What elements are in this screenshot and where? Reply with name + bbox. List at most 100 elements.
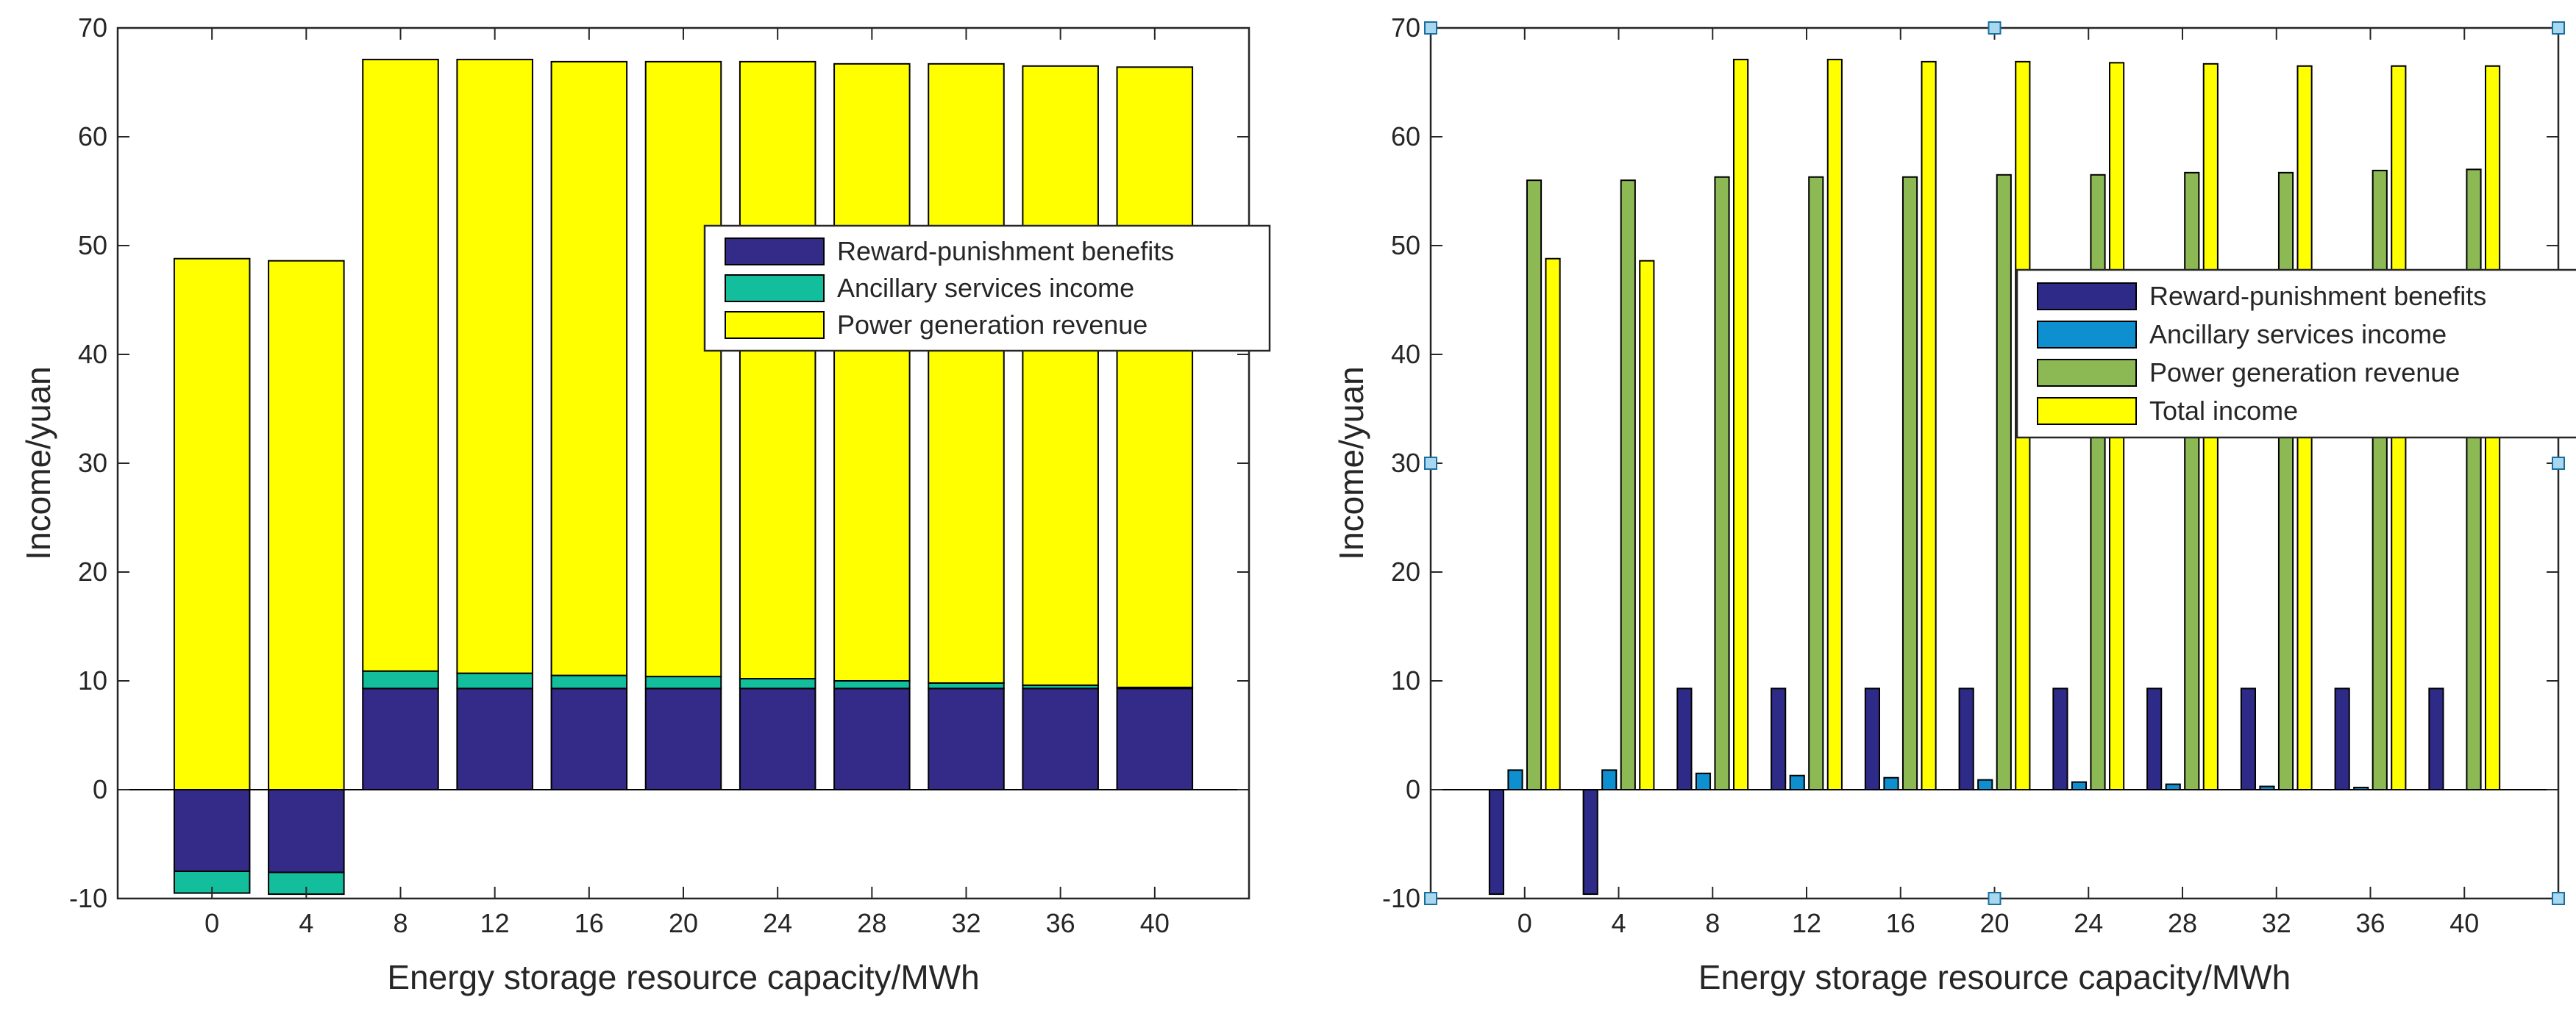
bar-power-generation-revenue-16 (550, 60, 628, 676)
bar-ancillary-services-income-4 (1601, 769, 1618, 790)
bar-ancillary-services-income-24 (739, 678, 816, 690)
bar-power-generation-revenue-4 (268, 260, 345, 791)
legend: Reward-punishment benefits Ancillary serv… (703, 224, 1271, 352)
bar-power-generation-revenue-20 (644, 60, 722, 678)
bars (173, 58, 1194, 896)
bar-reward-punishment-benefits-28 (2146, 687, 2163, 790)
bar-reward-punishment-benefits-36 (1022, 687, 1099, 790)
bar-reward-punishment-benefits-24 (2052, 687, 2068, 790)
x-axis-label: Energy storage resource capacity/MWh (387, 958, 979, 996)
bar-total-income-12 (1826, 58, 1843, 791)
x-tick-label: 40 (2449, 908, 2479, 938)
bar-power-generation-revenue-40 (1116, 66, 1194, 688)
bar-ancillary-services-income-20 (1977, 779, 1993, 791)
x-tick-label: 0 (204, 908, 219, 938)
bar-power-generation-revenue-24 (739, 60, 816, 680)
bar-total-income-0 (1545, 257, 1561, 790)
resize-handle[interactable] (1988, 21, 2002, 35)
bar-power-generation-revenue-24 (2090, 174, 2106, 791)
bar-power-generation-revenue-28 (2184, 171, 2200, 790)
bar-power-generation-revenue-8 (1714, 176, 1730, 790)
bar-ancillary-services-income-28 (2165, 783, 2181, 790)
bar-power-generation-revenue-28 (833, 62, 911, 682)
bar-reward-punishment-benefits-4 (1582, 789, 1598, 896)
resize-handle[interactable] (2552, 457, 2565, 470)
bar-power-generation-revenue-32 (2277, 171, 2294, 790)
resize-handle[interactable] (2552, 892, 2565, 905)
resize-handle[interactable] (1424, 457, 1437, 470)
bar-power-generation-revenue-16 (1901, 176, 1918, 790)
x-tick-label: 36 (2355, 908, 2385, 938)
legend-label: Ancillary services income (2149, 319, 2447, 349)
bar-power-generation-revenue-20 (1996, 174, 2012, 791)
bar-reward-punishment-benefits-36 (2334, 687, 2350, 790)
bar-reward-punishment-benefits-12 (1771, 687, 1787, 790)
y-tick-label: -10 (1382, 883, 1420, 913)
bar-reward-punishment-benefits-24 (739, 687, 816, 790)
resize-handle[interactable] (1988, 892, 2002, 905)
legend-label: Power generation revenue (2149, 357, 2460, 387)
legend-label: Ancillary services income (837, 273, 1134, 303)
x-axis: 0 4 8 12 16 20 24 28 32 36 40 (1518, 28, 2479, 938)
bar-reward-punishment-benefits-32 (928, 687, 1005, 790)
x-tick-label: 32 (951, 908, 981, 938)
legend-swatch (2037, 359, 2137, 387)
bar-reward-punishment-benefits-40 (1116, 687, 1194, 790)
x-tick-label: 40 (1140, 908, 1170, 938)
bar-ancillary-services-income-8 (362, 670, 439, 690)
y-axis: -10 0 10 20 30 40 50 60 70 (69, 12, 1249, 913)
bar-reward-punishment-benefits-20 (644, 687, 722, 790)
y-axis-label: Income/yuan (19, 366, 57, 560)
bar-power-generation-revenue-36 (1022, 65, 1099, 686)
x-tick-label: 20 (1979, 908, 2009, 938)
legend-label: Total income (2149, 396, 2298, 426)
x-tick-label: 8 (393, 908, 408, 938)
legend-swatch (725, 311, 825, 339)
bar-power-generation-revenue-8 (362, 58, 439, 672)
bar-ancillary-services-income-12 (456, 672, 533, 690)
x-tick-label: 0 (1518, 908, 1532, 938)
bar-ancillary-services-income-28 (833, 680, 911, 690)
legend-swatch (725, 237, 825, 265)
bar-reward-punishment-benefits-8 (362, 687, 439, 790)
bar-reward-punishment-benefits-0 (1488, 789, 1505, 896)
bar-ancillary-services-income-8 (1695, 772, 1712, 791)
bar-reward-punishment-benefits-16 (1864, 687, 1881, 790)
bar-ancillary-services-income-32 (928, 682, 1005, 690)
y-tick-label: 60 (1391, 121, 1420, 151)
y-tick-label: 30 (1391, 448, 1420, 478)
bar-reward-punishment-benefits-40 (2428, 687, 2444, 790)
x-tick-label: 12 (1792, 908, 1821, 938)
bar-ancillary-services-income-16 (1883, 776, 1899, 790)
x-tick-label: 16 (574, 908, 604, 938)
x-tick-label: 28 (2168, 908, 2197, 938)
bar-ancillary-services-income-16 (550, 674, 628, 690)
bar-reward-punishment-benefits-20 (1958, 687, 1974, 790)
bar-power-generation-revenue-36 (2372, 169, 2388, 790)
y-tick-label: 50 (78, 230, 107, 260)
selection-handles[interactable] (1424, 21, 2565, 905)
y-tick-label: -10 (69, 883, 107, 913)
bar-power-generation-revenue-32 (928, 62, 1005, 684)
y-tick-label: 30 (78, 448, 107, 478)
y-tick-label: 70 (78, 12, 107, 43)
x-tick-label: 4 (299, 908, 313, 938)
bar-ancillary-services-income-0 (1507, 769, 1523, 790)
bar-power-generation-revenue-0 (173, 257, 251, 790)
x-tick-label: 28 (857, 908, 886, 938)
bar-reward-punishment-benefits-8 (1676, 687, 1693, 790)
legend-swatch (2037, 397, 2137, 425)
bar-total-income-8 (1732, 58, 1749, 791)
y-tick-label: 20 (78, 557, 107, 587)
legend: Reward-punishment benefits Ancillary serv… (2015, 268, 2576, 439)
bar-ancillary-services-income-12 (1789, 774, 1805, 791)
bar-total-income-4 (1639, 260, 1655, 791)
x-tick-label: 12 (480, 908, 510, 938)
resize-handle[interactable] (2552, 21, 2565, 35)
plot-area (1431, 28, 2558, 899)
resize-handle[interactable] (1424, 21, 1437, 35)
x-tick-label: 24 (763, 908, 792, 938)
resize-handle[interactable] (1424, 892, 1437, 905)
legend-swatch (725, 274, 825, 302)
bar-ancillary-services-income-20 (644, 676, 722, 690)
